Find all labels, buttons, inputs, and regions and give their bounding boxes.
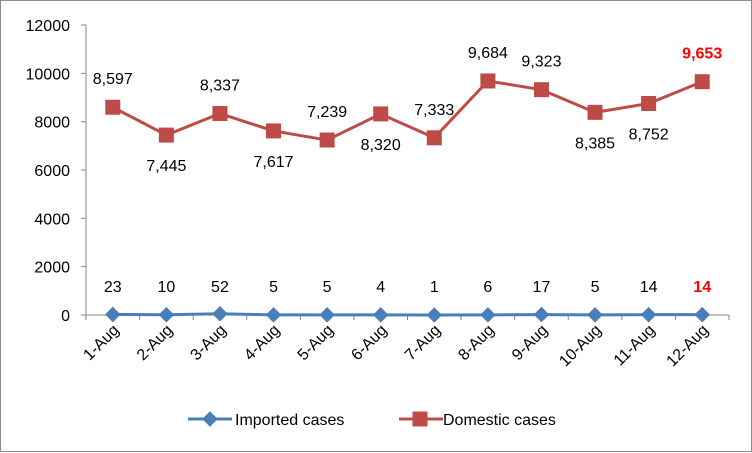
imported-data-label: 1 bbox=[430, 279, 439, 296]
x-tick-label: 2-Aug bbox=[134, 322, 176, 364]
series-line-domestic bbox=[112, 79, 703, 142]
legend-marker-imported bbox=[202, 411, 218, 427]
domestic-point bbox=[426, 130, 442, 146]
domestic-point bbox=[212, 106, 228, 122]
imported-data-label: 5 bbox=[323, 279, 332, 296]
x-tick-label: 5-Aug bbox=[295, 322, 337, 364]
legend-item-imported: Imported cases bbox=[188, 411, 344, 429]
y-tick-label: 10000 bbox=[26, 66, 71, 83]
x-tick-label: 11-Aug bbox=[611, 322, 659, 370]
imported-data-label: 14 bbox=[693, 279, 711, 296]
imported-point bbox=[319, 307, 335, 323]
imported-data-label: 4 bbox=[376, 279, 385, 296]
imported-point bbox=[533, 306, 550, 323]
domestic-data-label: 7,617 bbox=[254, 154, 294, 171]
data-labels: 23 10 52 5 5 4 1 6 17 5 14 14 8,597 7,445 8,337 7,617 7,… bbox=[93, 45, 723, 296]
domestic-point bbox=[266, 123, 282, 139]
y-tick-label: 4000 bbox=[34, 211, 70, 228]
domestic-point bbox=[533, 82, 549, 98]
imported-data-label: 5 bbox=[269, 279, 278, 296]
domestic-data-label: 9,653 bbox=[682, 46, 722, 63]
domestic-data-label: 8,597 bbox=[93, 71, 133, 88]
x-tick-label: 12-Aug bbox=[664, 322, 713, 371]
domestic-data-label: 8,385 bbox=[575, 135, 615, 152]
domestic-data-label: 9,684 bbox=[468, 45, 508, 62]
domestic-data-label: 8,320 bbox=[361, 137, 401, 154]
x-tick-label: 6-Aug bbox=[348, 322, 390, 364]
imported-data-label: 17 bbox=[533, 279, 551, 296]
domestic-data-label: 8,752 bbox=[629, 126, 669, 143]
legend-item-domestic: Domestic cases bbox=[399, 411, 556, 429]
series-area bbox=[105, 73, 710, 323]
domestic-point bbox=[105, 99, 121, 115]
x-tick-label: 7-Aug bbox=[402, 322, 444, 364]
imported-point bbox=[480, 307, 496, 323]
domestic-data-label: 8,337 bbox=[200, 78, 240, 95]
imported-data-label: 14 bbox=[640, 279, 658, 296]
domestic-point bbox=[319, 132, 335, 148]
imported-point bbox=[694, 306, 710, 323]
legend-marker-domestic bbox=[412, 411, 428, 427]
y-tick-label: 8000 bbox=[34, 115, 70, 132]
x-tick-label: 3-Aug bbox=[188, 322, 230, 364]
y-axis: 0 2000 4000 6000 8000 10000 12000 bbox=[26, 18, 87, 325]
domestic-point bbox=[641, 95, 657, 111]
imported-point bbox=[265, 307, 282, 323]
legend: Imported cases Domestic cases bbox=[188, 411, 556, 429]
legend-label-domestic: Domestic cases bbox=[443, 412, 556, 429]
domestic-point bbox=[694, 74, 710, 90]
imported-data-label: 6 bbox=[483, 279, 492, 296]
x-tick-label: 8-Aug bbox=[455, 322, 497, 364]
imported-data-label: 23 bbox=[104, 279, 122, 296]
imported-point bbox=[587, 307, 603, 323]
domestic-point bbox=[373, 106, 389, 122]
imported-point bbox=[372, 307, 389, 323]
x-axis: 1-Aug 2-Aug 3-Aug 4-Aug 5-Aug 6-Aug 7-Aug 8-Aug… bbox=[80, 314, 730, 371]
x-tick-label: 4-Aug bbox=[241, 322, 283, 364]
imported-data-label: 10 bbox=[157, 279, 175, 296]
x-tick-label: 10-Aug bbox=[556, 322, 605, 371]
x-tick-label: 1-Aug bbox=[80, 322, 122, 364]
domestic-point bbox=[587, 104, 603, 120]
imported-point bbox=[426, 307, 443, 323]
y-tick-label: 2000 bbox=[34, 260, 70, 277]
imported-data-label: 5 bbox=[591, 279, 600, 296]
y-tick-label: 0 bbox=[61, 308, 70, 325]
domestic-data-label: 7,445 bbox=[146, 158, 186, 175]
legend-label-imported: Imported cases bbox=[235, 412, 344, 429]
x-tick-label: 9-Aug bbox=[509, 322, 551, 364]
imported-data-label: 52 bbox=[211, 279, 229, 296]
domestic-data-label: 7,333 bbox=[414, 102, 454, 119]
domestic-data-label: 9,323 bbox=[521, 54, 561, 71]
domestic-data-label: 7,239 bbox=[307, 104, 347, 121]
imported-point bbox=[212, 305, 228, 322]
imported-point bbox=[105, 306, 121, 323]
imported-point bbox=[158, 306, 175, 323]
domestic-point bbox=[480, 73, 496, 89]
domestic-point bbox=[158, 127, 174, 143]
series-line-imported bbox=[112, 312, 703, 317]
y-tick-label: 6000 bbox=[34, 163, 70, 180]
imported-point bbox=[640, 306, 657, 323]
y-tick-label: 12000 bbox=[26, 18, 71, 35]
